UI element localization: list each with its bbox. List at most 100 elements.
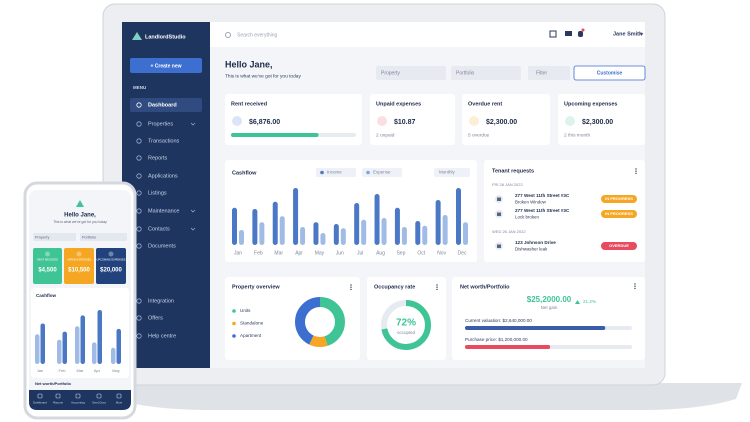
menu-item[interactable]: Applications [148,173,178,179]
card-icon [232,116,242,126]
menu-icon [136,226,142,232]
phone-income-bar [40,323,45,364]
expense-bar [320,233,326,245]
card [558,94,645,145]
property-dropdown[interactable] [376,66,446,80]
menu-item[interactable]: Maintenance [148,208,180,214]
expense-bar [463,222,468,245]
phone-card-label: UPCOMING EXPENSES [97,258,126,262]
status-badge [601,210,637,218]
card [462,94,550,145]
card-note: 5 overdue [468,132,490,138]
chat-icon[interactable] [565,31,572,36]
period-label[interactable]: Monthly [439,170,456,175]
menu-item[interactable]: Offers [148,315,163,321]
phone-dropdown[interactable] [80,233,127,241]
phone-card-amount: $20,000 [100,268,122,274]
card-amount: $2,300.00 [486,119,517,126]
chevron [190,227,196,231]
calendar-icon[interactable] [549,30,557,38]
menu-dots[interactable] [635,172,637,175]
button-label[interactable]: Customise [597,70,623,76]
menu-item[interactable]: Properties [148,121,173,127]
customise-button[interactable] [573,65,646,81]
menu-dots[interactable] [436,286,438,288]
donut-segment [295,297,345,347]
menu-dots[interactable] [350,284,352,286]
address: 277 West 11th Street #3C [515,193,570,198]
expense-bar [340,228,346,245]
nav-label[interactable]: Reports [53,401,63,405]
logo [132,32,142,40]
menu-dots[interactable] [635,170,637,172]
legend-label: Standalone [240,321,264,326]
card [225,94,362,145]
menu-dots[interactable] [634,283,636,285]
phone-dropdown[interactable] [33,233,76,241]
phone-card-amount: $10,500 [68,268,90,274]
phone-expense-bar [75,326,80,364]
expense-bar [279,216,285,245]
month-label: Aug [376,250,385,256]
menu-dots[interactable] [350,288,352,291]
bell-icon[interactable] [578,31,583,37]
active-item[interactable] [130,98,202,112]
menu-item[interactable]: Listings [148,190,167,196]
card [225,160,477,262]
phone-month-label: Feb [59,368,67,373]
menu-dots[interactable] [635,168,637,170]
menu-item[interactable]: Contacts [148,226,170,232]
nav-icon [55,393,61,399]
legend-label[interactable]: Income [327,170,342,175]
menu-item[interactable]: Help centre [148,333,176,339]
dropdown-label[interactable]: Filter [536,70,547,76]
menu-dots[interactable] [634,285,636,287]
menu-dots[interactable] [436,284,438,286]
nav-label[interactable]: Send Docs [92,401,106,405]
user-name[interactable]: Jane Smith [613,31,643,37]
topbar [210,22,645,47]
nav-label[interactable]: Dashboard [33,401,47,405]
expense-bar [300,227,306,245]
legend-label: Apartment [240,333,262,338]
phone-card [96,248,126,284]
menu-item[interactable]: Dashboard [148,102,177,108]
card-title: Cashflow [232,170,257,176]
phone-dropdown-label[interactable]: Portfolio [82,236,96,240]
dropdown-label[interactable]: Property [381,70,400,76]
menu-dots[interactable] [436,288,438,291]
menu-icon [136,190,142,196]
create-button[interactable] [130,58,202,73]
dropdown-label[interactable]: Portfolio [456,70,475,76]
create-label[interactable]: + Create new [151,63,182,69]
portfolio-dropdown[interactable] [451,66,521,80]
chevron [639,32,644,36]
phone-dropdown-label[interactable]: Property [35,236,49,240]
phone-card-amount: $4,500 [38,268,57,274]
menu-item[interactable]: Transactions [148,138,180,144]
menu-icon [136,155,142,161]
phone-greeting: Hello Jane, [64,213,96,219]
search-icon [225,32,231,38]
date-header: FRI 28 JAN 2022 [492,182,523,187]
menu-item[interactable]: Documents [148,243,176,249]
phone-income-bar [116,328,121,364]
card-title: Net worth/Portfolio [460,284,510,290]
card-amount: $6,876.00 [249,119,280,126]
bar-label: Purchase price: $1,200,000.00 [465,337,528,342]
menu-dots[interactable] [634,287,636,290]
menu-item[interactable]: Integration [148,298,174,304]
income-bar [333,224,339,245]
legend-label[interactable]: Expense [373,170,391,175]
income-bar [293,188,299,245]
menu-dots[interactable] [350,286,352,288]
phone-month-label: May [112,368,120,373]
nav-label[interactable]: Accounting [71,401,85,405]
status: OVERDUE [609,243,629,248]
issue: Broken Window [515,200,547,205]
nav-label[interactable]: More [116,401,123,405]
donut-segment [295,297,345,347]
menu-item[interactable]: Reports [148,155,168,161]
filter-button[interactable] [528,66,570,80]
